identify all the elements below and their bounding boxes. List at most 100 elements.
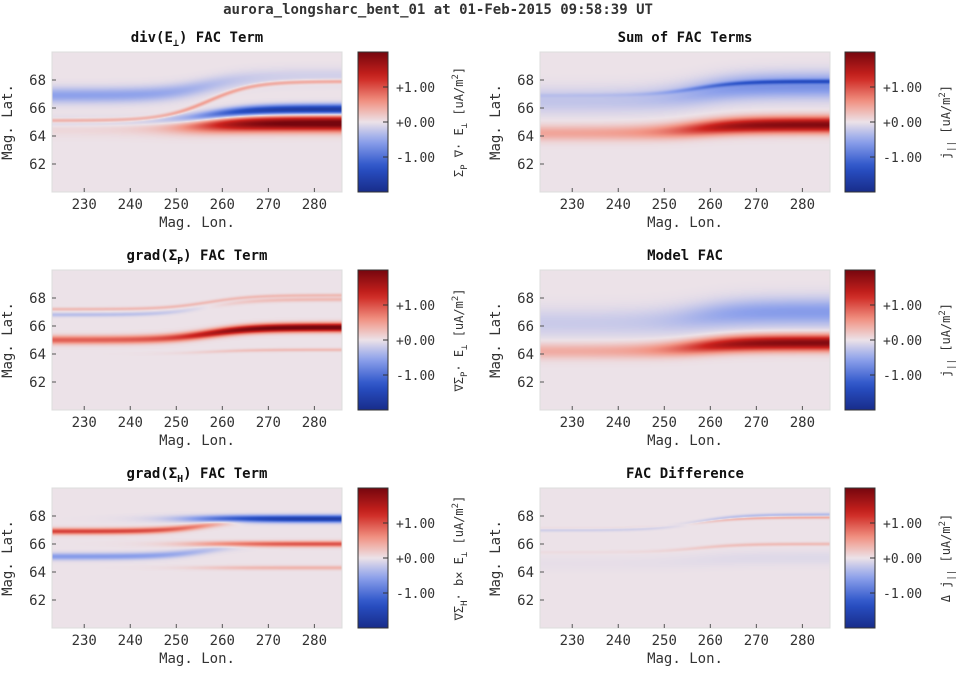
x-tick-label: 280 [790, 197, 815, 213]
panel-model: Model FAC 230 240 250 260 270 280 62 64 66 68 Mag. … [488, 248, 957, 449]
panel-grad_sp: grad(ΣP) FAC Term 230 240 250 260 270 280 62 64 6… [0, 248, 470, 449]
colorbar-tick-label: -1.00 [883, 369, 922, 384]
x-tick-label: 260 [210, 633, 235, 649]
y-tick-label: 62 [29, 157, 46, 173]
heatmap-sum [540, 52, 830, 192]
colorbar-tick-label: -1.00 [396, 369, 435, 384]
x-tick-label: 270 [744, 197, 769, 213]
y-tick-label: 64 [29, 565, 46, 581]
x-tick-label: 260 [210, 197, 235, 213]
y-tick-label: 62 [517, 375, 534, 391]
colorbar: +1.00 +0.00 -1.00 ∇ΣH· b× E⊥ [uA/m2] [357, 487, 470, 629]
y-tick-label: 64 [517, 347, 534, 363]
x-tick-label: 230 [72, 415, 97, 431]
x-tick-label: 250 [652, 633, 677, 649]
colorbar-tick-label: +1.00 [396, 81, 435, 96]
x-tick-label: 260 [698, 633, 723, 649]
x-tick-label: 270 [256, 633, 281, 649]
x-axis-label: Mag. Lon. [159, 215, 235, 231]
y-tick-label: 66 [517, 537, 534, 553]
x-tick-label: 260 [210, 415, 235, 431]
panel-title: grad(ΣP) FAC Term [127, 248, 268, 267]
heatmap-grad_sp [52, 270, 342, 410]
colorbar: +1.00 +0.00 -1.00 Δ j|| [uA/m2] [844, 487, 957, 629]
y-tick-label: 64 [517, 565, 534, 581]
panel-title: Sum of FAC Terms [618, 30, 753, 46]
colorbar: +1.00 +0.00 -1.00 j|| [uA/m2] [844, 51, 957, 193]
x-axis-label: Mag. Lon. [647, 215, 723, 231]
y-tick-label: 66 [29, 101, 46, 117]
plot-frame [51, 51, 343, 193]
x-axis-label: Mag. Lon. [159, 433, 235, 449]
colorbar-label: j|| [uA/m2] [938, 85, 957, 159]
x-tick-label: 250 [652, 415, 677, 431]
x-tick-label: 240 [118, 197, 143, 213]
y-tick-label: 62 [29, 375, 46, 391]
panel-diff: FAC Difference 230 240 250 260 270 280 62 64 66 68… [488, 466, 957, 667]
plot-frame [51, 269, 343, 411]
colorbar-tick-label: +1.00 [883, 299, 922, 314]
x-tick-label: 280 [790, 633, 815, 649]
panel-div_e: div(E⊥) FAC Term 230 240 250 260 270 280 62 64 66… [0, 30, 470, 231]
panel-sum: Sum of FAC Terms 230 240 250 260 270 280 62 64 66… [488, 30, 957, 231]
colorbar: +1.00 +0.00 -1.00 ΣP ∇· E⊥ [uA/m2] [357, 51, 470, 193]
x-tick-label: 260 [698, 415, 723, 431]
colorbar-tick-label: +0.00 [883, 552, 922, 567]
y-tick-label: 62 [29, 593, 46, 609]
x-tick-label: 250 [164, 415, 189, 431]
x-tick-label: 230 [560, 197, 585, 213]
colorbar-tick-label: +0.00 [883, 334, 922, 349]
panel-title: FAC Difference [626, 466, 744, 482]
colorbar: +1.00 +0.00 -1.00 ∇ΣP· E⊥ [uA/m2] [357, 269, 470, 411]
x-tick-label: 240 [118, 415, 143, 431]
colorbar: +1.00 +0.00 -1.00 j|| [uA/m2] [844, 269, 957, 411]
panel-title: Model FAC [647, 248, 723, 264]
x-tick-label: 250 [652, 197, 677, 213]
y-tick-label: 68 [517, 509, 534, 525]
y-axis-label: Mag. Lat. [0, 302, 16, 378]
y-axis-label: Mag. Lat. [488, 520, 504, 596]
y-tick-label: 64 [29, 347, 46, 363]
x-tick-label: 240 [606, 415, 631, 431]
x-tick-label: 280 [302, 197, 327, 213]
y-tick-label: 68 [29, 509, 46, 525]
x-tick-label: 230 [560, 415, 585, 431]
colorbar-tick-label: +1.00 [396, 299, 435, 314]
x-tick-label: 280 [790, 415, 815, 431]
colorbar-label: Δ j|| [uA/m2] [938, 514, 957, 603]
panel-title: div(E⊥) FAC Term [131, 30, 263, 49]
y-tick-label: 62 [517, 157, 534, 173]
x-tick-label: 240 [606, 197, 631, 213]
colorbar-tick-label: +1.00 [396, 517, 435, 532]
y-tick-label: 68 [29, 291, 46, 307]
y-tick-label: 68 [29, 73, 46, 89]
y-axis-label: Mag. Lat. [0, 84, 16, 160]
x-tick-label: 270 [744, 415, 769, 431]
colorbar-tick-label: +1.00 [883, 517, 922, 532]
y-tick-label: 68 [517, 73, 534, 89]
colorbar-tick-label: -1.00 [396, 587, 435, 602]
x-tick-label: 280 [302, 633, 327, 649]
y-tick-label: 64 [517, 129, 534, 145]
heatmap-grad_sh [52, 488, 342, 628]
colorbar-tick-label: +0.00 [396, 116, 435, 131]
y-tick-label: 62 [517, 593, 534, 609]
y-tick-label: 68 [517, 291, 534, 307]
y-tick-label: 64 [29, 129, 46, 145]
colorbar-tick-label: +0.00 [396, 552, 435, 567]
plot-frame [539, 51, 831, 193]
y-tick-label: 66 [29, 537, 46, 553]
panel-grad_sh: grad(ΣH) FAC Term 230 240 250 260 270 280 62 64 6… [0, 466, 470, 667]
y-axis-label: Mag. Lat. [488, 84, 504, 160]
y-tick-label: 66 [517, 101, 534, 117]
heatmap-diff [540, 488, 830, 628]
heatmap-div_e [52, 52, 342, 192]
x-tick-label: 270 [256, 415, 281, 431]
x-tick-label: 250 [164, 197, 189, 213]
x-tick-label: 230 [72, 197, 97, 213]
x-tick-label: 230 [560, 633, 585, 649]
x-tick-label: 270 [256, 197, 281, 213]
x-axis-label: Mag. Lon. [159, 651, 235, 667]
colorbar-tick-label: +0.00 [883, 116, 922, 131]
